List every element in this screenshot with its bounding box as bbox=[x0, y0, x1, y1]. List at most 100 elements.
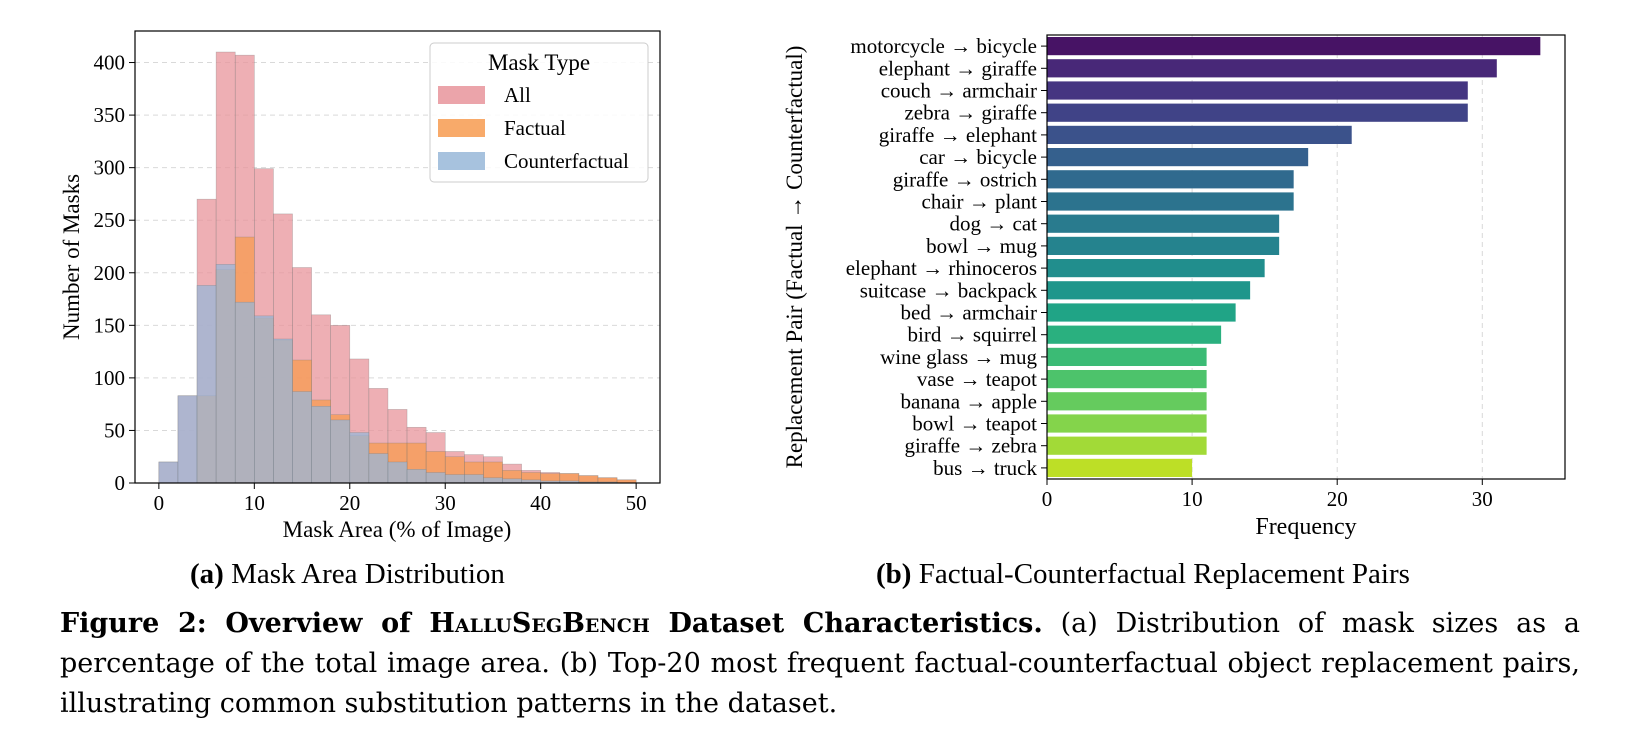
benchmark-name: HalluSegBench bbox=[429, 608, 650, 639]
hist-bar-counterfactual bbox=[292, 391, 312, 484]
hist-bar-counterfactual bbox=[158, 461, 179, 484]
legend-title: Mask Type bbox=[488, 50, 590, 75]
plot-frame bbox=[134, 30, 661, 484]
hist-bar-counterfactual bbox=[444, 474, 465, 484]
hist-bar-counterfactual bbox=[349, 432, 370, 484]
y-tick-label: 250 bbox=[94, 208, 126, 232]
y-tick-label: 200 bbox=[94, 261, 126, 285]
pair-bar bbox=[1047, 36, 1541, 56]
figure-caption-text: (a) Distribution of mask sizes as a perc… bbox=[60, 608, 1580, 719]
hist-bar-counterfactual bbox=[311, 405, 331, 484]
category-label: elephant → rhinoceros bbox=[846, 256, 1037, 280]
category-label: vase → teapot bbox=[917, 367, 1037, 391]
caption-a-label: (a) bbox=[190, 558, 224, 590]
pair-bar bbox=[1047, 147, 1309, 167]
category-label: bowl → mug bbox=[926, 234, 1037, 258]
pair-bar bbox=[1047, 103, 1468, 122]
hist-bar-counterfactual bbox=[196, 285, 217, 484]
caption-a-text: Mask Area Distribution bbox=[231, 558, 505, 590]
y-tick-label: 300 bbox=[94, 156, 126, 180]
x-tick-label: 50 bbox=[626, 491, 647, 515]
caption-b-label: (b) bbox=[876, 558, 912, 590]
hist-bar-counterfactual bbox=[368, 453, 389, 484]
x-ticks: 0 10 20 30 bbox=[1042, 479, 1493, 511]
hist-bar-counterfactual bbox=[502, 478, 522, 484]
y-tick-label: 400 bbox=[94, 51, 126, 75]
category-label: dog → cat bbox=[950, 212, 1038, 236]
category-label: suitcase → backpack bbox=[860, 278, 1038, 302]
pair-bar bbox=[1047, 236, 1280, 256]
x-tick-label: 30 bbox=[435, 491, 456, 515]
category-label: chair → plant bbox=[922, 190, 1038, 214]
pair-bar bbox=[1047, 81, 1468, 100]
hist-bar-counterfactual bbox=[273, 338, 293, 484]
pair-bar bbox=[1047, 392, 1207, 411]
category-label: giraffe → elephant bbox=[879, 123, 1037, 147]
pair-bar bbox=[1047, 192, 1294, 211]
x-tick-label: 20 bbox=[339, 491, 360, 515]
x-tick-label: 30 bbox=[1472, 487, 1493, 511]
x-ticks: 0 10 20 30 40 50 bbox=[154, 483, 647, 515]
x-tick-label: 0 bbox=[154, 491, 165, 515]
subfigure-caption-a: (a) Mask Area Distribution bbox=[190, 558, 505, 591]
figure-caption-label: Figure 2: Overview of HalluSegBench Data… bbox=[60, 608, 1043, 639]
pair-bar bbox=[1047, 458, 1193, 478]
hist-bar-counterfactual bbox=[177, 395, 198, 484]
hist-bar-counterfactual bbox=[254, 315, 274, 484]
x-gridlines bbox=[1191, 35, 1483, 479]
x-tick-label: 10 bbox=[244, 491, 265, 515]
category-label: couch → armchair bbox=[881, 79, 1037, 103]
y-tick-label: 150 bbox=[94, 313, 126, 337]
legend-entry-factual: Factual bbox=[504, 116, 566, 140]
hist-bar-counterfactual bbox=[464, 474, 484, 484]
legend-frame bbox=[429, 42, 649, 183]
histogram-chart: 0 10 20 30 40 50 0 50 100 150 200 250 300 350 400 Mas… bbox=[59, 30, 661, 542]
legend: Mask Type All Factual Counterfactual bbox=[429, 42, 649, 183]
pair-bars bbox=[1047, 36, 1541, 478]
pair-bar bbox=[1047, 125, 1352, 145]
category-label: bowl → teapot bbox=[912, 412, 1037, 436]
y-axis-label: Replacement Pair (Factual → Counterfactu… bbox=[782, 46, 807, 469]
category-label: giraffe → zebra bbox=[904, 434, 1037, 458]
y-tick-label: 50 bbox=[104, 418, 125, 442]
pair-bar bbox=[1047, 414, 1207, 433]
pair-bar bbox=[1047, 303, 1236, 322]
hist-bar-counterfactual bbox=[387, 461, 408, 484]
category-label: bus → truck bbox=[933, 456, 1037, 480]
pair-bar bbox=[1047, 258, 1265, 278]
y-tick-label: 0 bbox=[115, 471, 126, 495]
y-ticks: 0 50 100 150 200 250 300 350 400 bbox=[94, 51, 135, 495]
category-label: wine glass → mug bbox=[880, 345, 1037, 369]
hist-bar-counterfactual bbox=[215, 264, 236, 484]
caption-label-prefix: Figure 2: Overview of bbox=[60, 608, 411, 639]
category-label: bird → squirrel bbox=[908, 323, 1038, 347]
category-label: banana → apple bbox=[901, 389, 1037, 413]
category-label: elephant → giraffe bbox=[879, 56, 1037, 80]
x-axis-label: Frequency bbox=[1255, 514, 1356, 540]
pair-bar bbox=[1047, 325, 1222, 344]
plot-frame bbox=[1046, 34, 1566, 480]
pair-bar bbox=[1047, 170, 1294, 189]
pair-bar bbox=[1047, 59, 1497, 78]
pair-bar bbox=[1047, 347, 1207, 367]
figure-caption: Figure 2: Overview of HalluSegBench Data… bbox=[60, 604, 1580, 724]
pair-bar bbox=[1047, 369, 1207, 389]
x-tick-label: 0 bbox=[1042, 487, 1053, 511]
subfigure-caption-b: (b) Factual-Counterfactual Replacement P… bbox=[876, 558, 1410, 591]
legend-swatch-factual bbox=[438, 119, 485, 137]
y-tick-label: 100 bbox=[94, 366, 126, 390]
x-axis-label: Mask Area (% of Image) bbox=[283, 517, 512, 542]
hist-bar-counterfactual bbox=[330, 419, 351, 484]
caption-label-suffix: Dataset Characteristics. bbox=[668, 608, 1043, 639]
hist-bar-counterfactual bbox=[483, 477, 503, 484]
category-label: car → bicycle bbox=[919, 145, 1037, 169]
hist-bar-counterfactual bbox=[234, 301, 255, 484]
legend-swatch-all bbox=[438, 86, 485, 104]
x-tick-label: 20 bbox=[1327, 487, 1348, 511]
category-label: zebra → giraffe bbox=[904, 101, 1037, 125]
category-label: bed → armchair bbox=[901, 301, 1037, 325]
pair-bar bbox=[1047, 281, 1251, 300]
pair-bar bbox=[1047, 214, 1280, 233]
pair-bar bbox=[1047, 436, 1207, 455]
